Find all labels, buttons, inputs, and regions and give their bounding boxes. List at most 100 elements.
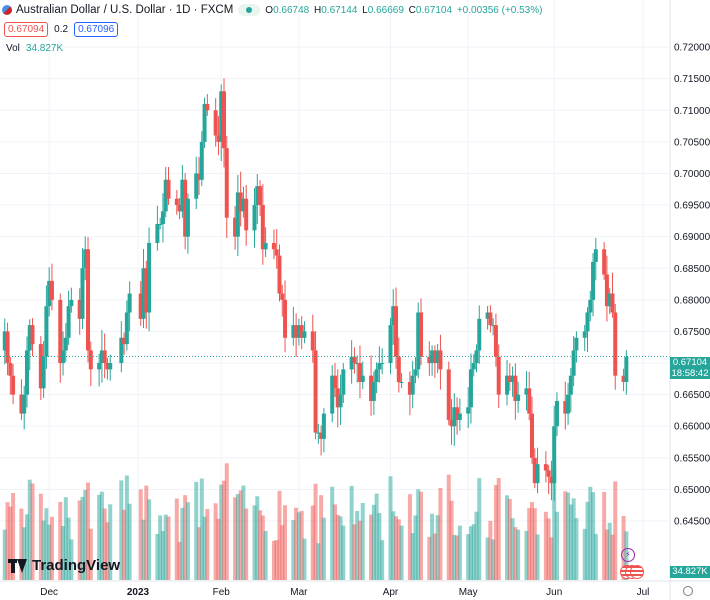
ohlc-values: O0.66748 H0.67144 L0.66669 C0.67104 +0.0… xyxy=(265,4,543,16)
time-axis[interactable]: Dec 2023 Feb Mar Apr May Jun Jul xyxy=(0,580,710,598)
volume-bar xyxy=(77,500,82,580)
settings-gear-icon[interactable] xyxy=(683,586,693,596)
candle-body xyxy=(244,198,249,231)
volume-bar xyxy=(419,491,424,580)
candle-body xyxy=(296,325,301,338)
candle-body xyxy=(238,192,243,212)
candle-body xyxy=(613,312,618,376)
candle-body xyxy=(8,363,13,376)
volume-bar xyxy=(27,479,32,580)
candle-body xyxy=(527,388,532,414)
market-status-icon[interactable] xyxy=(238,4,261,16)
volume-bar xyxy=(241,485,246,580)
time-tick-label: Mar xyxy=(290,587,308,598)
bid-ask-row: 0.67094 0.2 0.67096 xyxy=(4,22,119,37)
volume-bar xyxy=(30,483,35,580)
volume-bar xyxy=(513,527,518,580)
price-tick-label: 0.66500 xyxy=(674,390,710,401)
volume-bar xyxy=(563,491,568,580)
sell-button[interactable]: 0.67094 xyxy=(4,22,49,37)
volume-bar xyxy=(355,510,360,580)
candle-body xyxy=(593,249,598,262)
volume-bar xyxy=(341,525,346,580)
volume-bar xyxy=(8,506,13,580)
candle-body xyxy=(141,268,146,319)
candle-body xyxy=(119,337,124,364)
candle-body xyxy=(11,375,16,395)
volume-bar xyxy=(99,491,104,580)
price-tick-label: 0.69000 xyxy=(674,232,710,243)
candle-body xyxy=(571,350,576,376)
candle-body xyxy=(493,325,498,357)
price-tick-label: 0.65000 xyxy=(674,485,710,496)
volume-bar xyxy=(313,483,318,580)
candle-body xyxy=(388,325,393,364)
volume-bar xyxy=(183,495,188,580)
economic-events-icon[interactable] xyxy=(620,565,646,579)
volume-bar xyxy=(97,494,102,580)
time-tick-label: May xyxy=(459,587,478,598)
candle-body xyxy=(277,255,282,294)
candle-body xyxy=(349,356,354,370)
lightning-icon[interactable]: ⚡ xyxy=(621,548,635,562)
time-tick-label: Jun xyxy=(546,587,562,598)
volume-bar xyxy=(260,515,265,580)
candle-body xyxy=(335,388,340,408)
candle-body xyxy=(183,179,188,237)
candle-body xyxy=(530,413,535,458)
candle-body xyxy=(410,375,415,395)
price-tick-label: 0.64500 xyxy=(674,517,710,528)
candle-body xyxy=(394,306,399,357)
volume-bar xyxy=(197,527,202,580)
volume-bar xyxy=(613,481,618,580)
candle-body xyxy=(199,141,204,180)
symbol-title[interactable]: Australian Dollar / U.S. Dollar · 1D · F… xyxy=(16,4,234,16)
volume-bar xyxy=(163,514,168,580)
candle-body xyxy=(554,400,559,427)
volume-bar xyxy=(252,505,257,580)
volume-value: 34.827K xyxy=(25,43,64,54)
candle-body xyxy=(38,344,43,389)
candle-body xyxy=(332,375,337,389)
candle-body xyxy=(513,375,518,401)
candle-body xyxy=(574,337,579,351)
volume-bar xyxy=(621,515,626,580)
candle-body xyxy=(88,350,93,370)
price-tick-label: 0.72000 xyxy=(674,43,710,54)
volume-bar xyxy=(102,508,107,580)
volume-bar xyxy=(321,517,326,580)
spread-value: 0.2 xyxy=(54,24,69,35)
last-price-label: 0.67104 18:58:42 xyxy=(670,357,710,379)
volume-bar xyxy=(457,525,462,580)
volume-bar xyxy=(380,540,385,580)
volume-bar xyxy=(144,485,149,580)
tradingview-logo[interactable]: TradingView xyxy=(8,557,120,574)
volume-bar xyxy=(24,514,29,580)
candle-body xyxy=(407,382,412,395)
volume-bar xyxy=(552,466,557,580)
volume-bar xyxy=(158,515,163,580)
buy-button[interactable]: 0.67096 xyxy=(74,22,119,37)
candle-body xyxy=(330,375,335,414)
price-tick-label: 0.69500 xyxy=(674,201,710,212)
candle-body xyxy=(399,382,404,384)
volume-legend[interactable]: Vol 34.827K xyxy=(6,43,63,54)
candle-body xyxy=(41,356,46,389)
volume-bar xyxy=(554,511,559,580)
candle-body xyxy=(97,363,102,370)
price-axis[interactable]: 0.72000 0.71500 0.71000 0.70500 0.70000 0.695… xyxy=(669,0,710,600)
volume-bar xyxy=(174,498,179,580)
candle-body xyxy=(316,432,321,434)
volume-bar xyxy=(147,499,152,580)
candle-body xyxy=(474,350,479,364)
candle-body xyxy=(319,432,324,439)
candle-body xyxy=(310,331,315,351)
volume-bar xyxy=(44,508,49,580)
candle-body xyxy=(471,363,476,370)
candle-body xyxy=(299,325,304,338)
volume-bar xyxy=(491,539,496,580)
candle-body xyxy=(241,198,246,212)
volume-bar xyxy=(216,518,221,580)
volume-bar xyxy=(238,490,243,580)
